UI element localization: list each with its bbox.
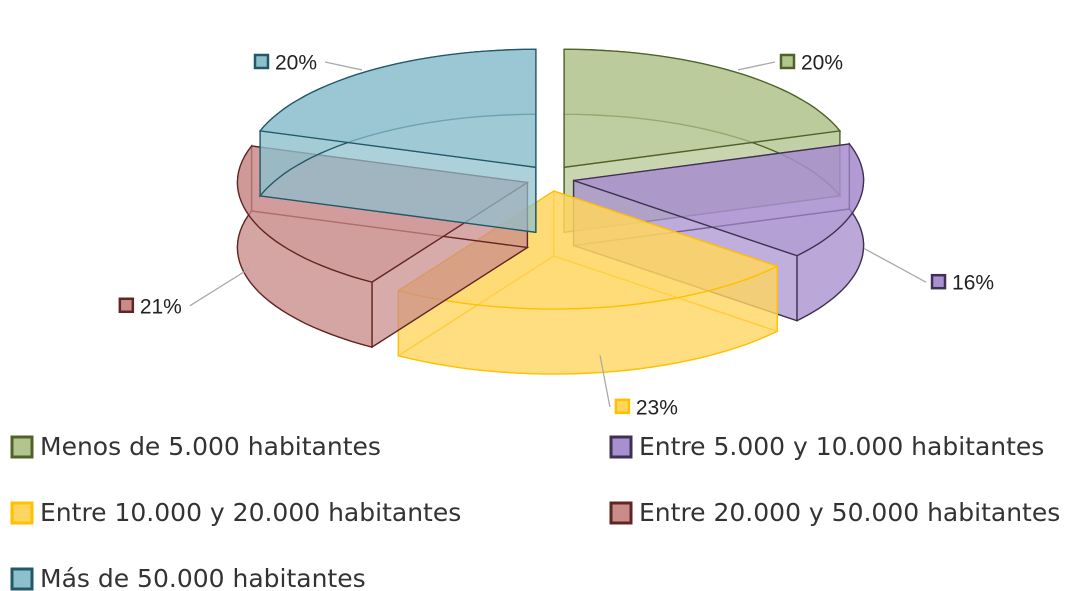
leader-line: [599, 355, 611, 407]
legend-label: Menos de 5.000 habitantes: [40, 432, 381, 461]
label-marker: [779, 53, 796, 70]
legend-label: Entre 10.000 y 20.000 habitantes: [40, 498, 461, 527]
slice: [258, 48, 537, 234]
legend-label: Entre 5.000 y 10.000 habitantes: [639, 432, 1044, 461]
slice-top: [563, 48, 842, 169]
label-marker: [930, 273, 947, 290]
legend-swatch: [10, 501, 34, 525]
data-label: 23%: [636, 396, 678, 419]
slice-top: [396, 190, 779, 310]
slice-top: [573, 143, 865, 257]
data-label: 20%: [801, 52, 843, 75]
label-marker: [253, 53, 270, 70]
leader-line: [737, 61, 776, 71]
data-label: 16%: [952, 272, 994, 295]
legend-label: Más de 50.000 habitantes: [40, 564, 366, 591]
slice-top: [258, 48, 537, 169]
leader-line: [863, 247, 927, 283]
legend-label: Entre 20.000 y 50.000 habitantes: [639, 498, 1060, 527]
label-marker: [614, 398, 631, 415]
leader-line: [189, 268, 250, 307]
data-label: 21%: [140, 295, 182, 318]
data-label: 20%: [275, 52, 317, 75]
legend-swatch: [609, 501, 633, 525]
leader-line: [324, 61, 363, 71]
label-marker: [118, 297, 135, 314]
legend-swatch: [10, 567, 34, 591]
legend-swatch: [10, 435, 34, 459]
legend-swatch: [609, 435, 633, 459]
